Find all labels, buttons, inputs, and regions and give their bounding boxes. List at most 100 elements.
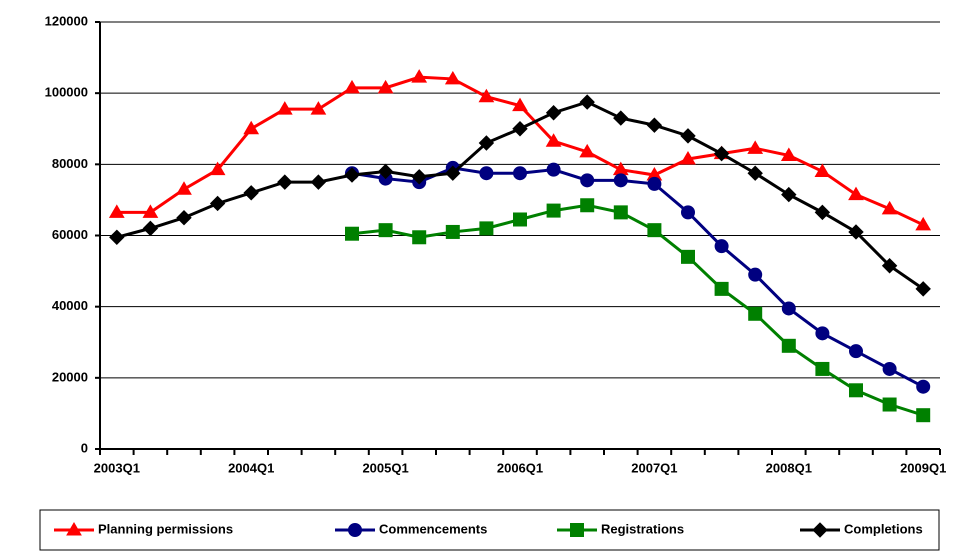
marker [479,166,494,181]
marker [647,176,662,191]
marker [66,522,82,536]
marker [176,210,192,226]
marker [714,239,729,254]
marker [881,200,898,215]
marker [849,344,863,359]
marker [916,379,931,394]
legend-label: Registrations [601,521,684,536]
marker [814,163,831,177]
x-tick-label: 2009Q1 [900,460,946,475]
marker [377,79,394,94]
marker [344,167,360,183]
marker [512,121,528,137]
marker [748,306,763,321]
marker [243,120,260,135]
legend-label: Planning permissions [98,521,233,536]
marker [513,166,527,181]
x-tick-label: 2003Q1 [94,460,140,475]
marker [915,281,931,297]
marker [479,221,494,236]
marker [142,220,159,237]
marker [714,281,729,296]
marker [478,88,495,103]
marker [580,198,595,213]
marker [848,224,864,240]
marker [512,97,528,112]
marker [345,226,359,241]
y-tick-label: 20000 [52,369,88,384]
marker [545,105,562,121]
marker [815,326,830,341]
marker [781,338,796,353]
marker [647,223,662,238]
y-tick-label: 40000 [52,298,88,313]
marker [916,408,931,423]
marker [580,173,595,188]
marker [445,224,460,239]
marker [310,174,327,190]
marker [411,69,428,83]
marker [881,258,898,274]
marker [176,181,192,195]
marker [781,301,796,316]
y-tick-label: 100000 [45,85,88,100]
marker [344,79,360,94]
y-tick-label: 80000 [52,156,88,171]
marker [209,195,226,212]
marker [747,140,764,154]
marker [814,204,831,221]
marker [815,361,830,376]
marker [579,143,596,158]
marker [546,162,561,177]
marker [748,267,763,282]
marker [478,135,495,151]
marker [680,151,696,165]
marker [377,163,394,180]
marker [570,523,584,537]
y-tick-label: 0 [81,440,88,455]
marker [680,128,696,144]
marker [109,229,125,245]
marker [681,205,695,220]
marker [780,147,797,161]
x-tick-label: 2006Q1 [497,460,543,475]
marker [310,101,327,115]
legend-label: Commencements [379,521,487,536]
marker [882,397,897,412]
marker [646,117,663,133]
marker [848,186,864,201]
y-tick-label: 60000 [52,227,88,242]
marker [613,110,629,126]
marker [108,204,125,218]
marker [546,203,561,218]
marker [378,223,393,238]
marker [579,94,595,110]
marker [142,204,159,218]
marker [849,383,863,398]
marker [781,186,797,203]
marker [915,216,932,231]
marker [444,70,461,85]
marker [613,205,628,220]
marker [243,185,259,201]
marker [412,230,427,245]
marker [445,165,461,181]
marker [411,169,427,185]
x-tick-label: 2008Q1 [766,460,812,475]
marker [276,101,293,115]
marker [277,174,293,190]
x-tick-label: 2005Q1 [362,460,408,475]
marker [209,161,226,176]
legend-label: Completions [844,521,923,536]
series-line [351,203,924,417]
marker [613,173,628,188]
marker [713,145,730,162]
x-tick-label: 2007Q1 [631,460,677,475]
marker [681,249,695,264]
marker [882,361,897,376]
legend-box [39,509,940,551]
marker [812,522,828,538]
marker [348,523,362,537]
